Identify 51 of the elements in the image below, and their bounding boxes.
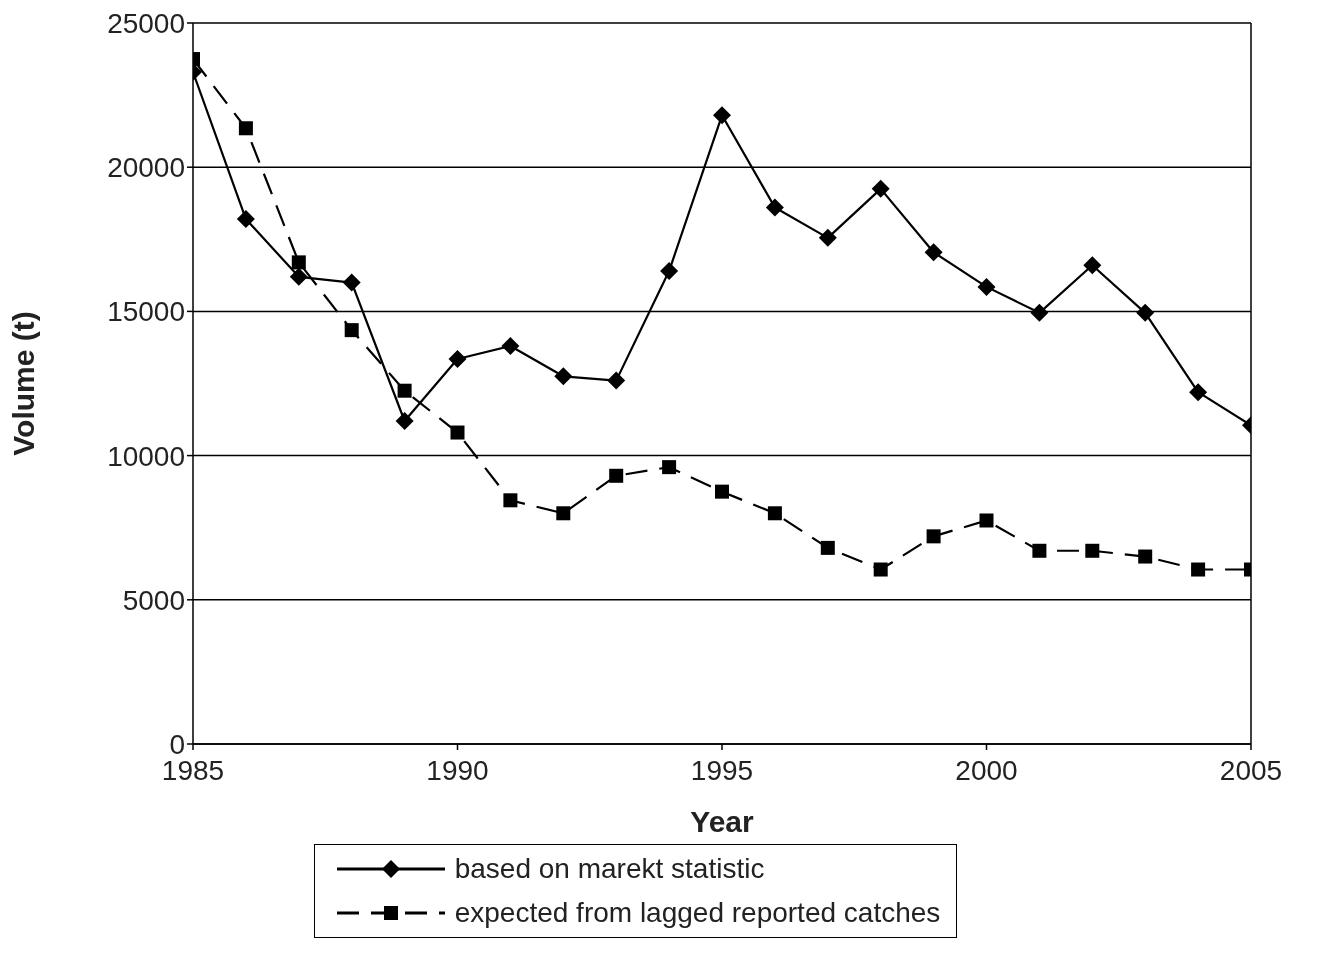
point — [450, 425, 465, 440]
point — [1083, 256, 1102, 275]
point — [1191, 562, 1206, 577]
point — [926, 529, 941, 544]
point — [501, 337, 520, 356]
point — [1032, 543, 1047, 558]
point — [818, 228, 837, 247]
point — [344, 323, 359, 338]
x-tick-label: 1995 — [690, 754, 754, 786]
point — [820, 540, 835, 555]
x-tick-label: 1990 — [426, 754, 489, 786]
point — [236, 210, 255, 229]
point — [1136, 303, 1155, 322]
point — [767, 506, 782, 521]
point — [291, 255, 306, 270]
point — [556, 506, 571, 521]
point — [979, 513, 994, 528]
point — [765, 198, 784, 217]
point — [715, 484, 729, 499]
point — [873, 562, 888, 577]
point — [924, 243, 943, 262]
point — [448, 349, 467, 368]
y-axis-title: Volume (t) — [6, 311, 40, 456]
legend-label: expected from lagged reported catches — [454, 897, 941, 929]
point — [713, 106, 731, 125]
point — [395, 411, 414, 430]
y-tick-label: 25000 — [107, 7, 185, 39]
x-tick-label: 2005 — [1219, 754, 1283, 786]
point — [871, 179, 890, 198]
y-tick-label: 10000 — [107, 440, 185, 472]
legend-label: based on marekt statistic — [454, 853, 765, 885]
point — [660, 262, 679, 281]
point — [1138, 549, 1153, 564]
point — [1030, 303, 1049, 322]
point — [609, 468, 624, 483]
point — [1189, 383, 1208, 402]
point — [238, 121, 253, 136]
y-tick-label: 15000 — [107, 296, 185, 328]
point — [607, 371, 626, 390]
point — [1085, 543, 1100, 558]
point — [662, 460, 677, 475]
x-tick-label: 2000 — [955, 754, 1018, 786]
point — [977, 277, 996, 296]
point — [342, 273, 361, 292]
point — [397, 383, 412, 398]
y-tick-label: 5000 — [122, 584, 185, 616]
point — [554, 367, 573, 386]
x-axis-title: Year — [690, 805, 755, 838]
point — [503, 493, 518, 508]
y-tick-label: 20000 — [107, 152, 185, 184]
point — [289, 267, 308, 286]
